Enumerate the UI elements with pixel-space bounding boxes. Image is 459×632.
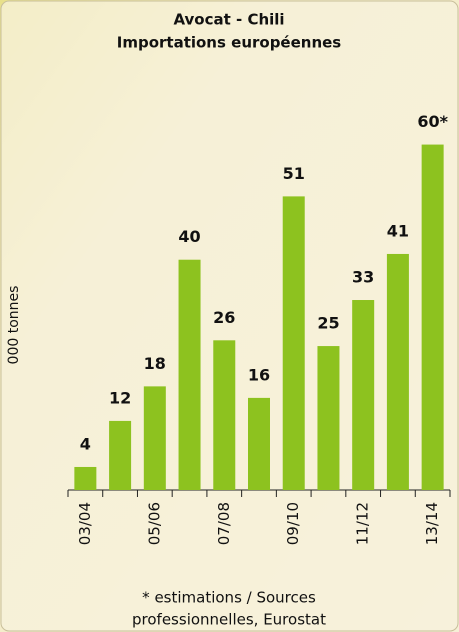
x-tick-label: 09/10 [284, 502, 302, 545]
bar [74, 466, 97, 490]
bar [213, 340, 236, 490]
value-label: 26 [213, 308, 235, 327]
bar [282, 196, 305, 490]
x-tick-label: 07/08 [215, 502, 233, 545]
chart-title: Avocat - Chili [173, 11, 284, 29]
value-label: 51 [283, 164, 305, 183]
value-label: 16 [248, 365, 270, 384]
x-tick-label: 03/04 [76, 502, 94, 545]
value-label: 12 [109, 388, 131, 407]
value-label: 18 [144, 354, 166, 373]
bar [178, 259, 201, 490]
footnote: professionnelles, Eurostat [132, 611, 326, 629]
x-tick-label: 05/06 [145, 502, 163, 545]
bar [143, 386, 166, 490]
value-label: 33 [352, 268, 374, 287]
value-label: 25 [317, 314, 339, 333]
y-axis-label: 000 tonnes [6, 286, 22, 365]
bar [352, 300, 375, 490]
value-label: 41 [387, 221, 409, 240]
value-label: 60* [417, 112, 448, 131]
value-label: 40 [178, 227, 200, 246]
bar [248, 397, 270, 490]
value-label: 4 [80, 434, 91, 453]
footnote: * estimations / Sources [142, 589, 316, 607]
bar [421, 144, 444, 491]
bar [109, 420, 132, 490]
x-tick-label: 13/14 [423, 502, 441, 545]
bar [317, 346, 340, 490]
chart-subtitle: Importations européennes [117, 34, 342, 52]
bar [386, 253, 409, 490]
x-tick-label: 11/12 [354, 502, 372, 545]
